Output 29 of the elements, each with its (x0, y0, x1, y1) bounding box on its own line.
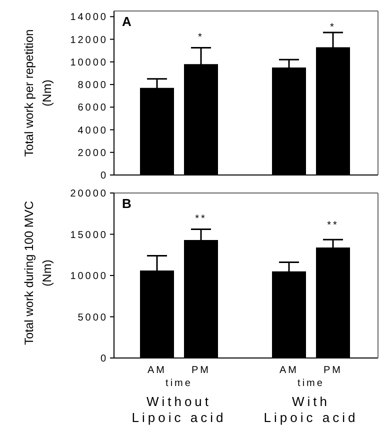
data-label: * (198, 32, 204, 43)
data-label: ** (327, 220, 339, 231)
y-tick-label: 0 (100, 354, 108, 365)
text: time (296, 377, 326, 391)
y-tick-label: 0 (100, 170, 108, 182)
y-axis-title: Total work per repetition (Nm) (21, 28, 55, 158)
data-label: * (330, 22, 336, 33)
y-tick-label: 6000 (78, 102, 108, 114)
y-axis-title: Total work during 100 MVC (Nm) (21, 199, 55, 347)
x-tick-label: AM (148, 365, 166, 376)
chart-title: B (122, 196, 132, 211)
x-tick-label: AM (280, 365, 298, 376)
data-label: ** (195, 213, 207, 224)
y-tick-label: 15000 (70, 230, 108, 241)
text: With Lipoic acid (262, 394, 360, 426)
y-tick-label: 12000 (70, 34, 108, 46)
chart-title: A (122, 14, 132, 29)
y-tick-label: 4000 (78, 125, 108, 136)
y-tick-label: 2000 (78, 148, 108, 159)
y-tick-label: 5000 (78, 312, 108, 324)
y-tick-label: 10000 (70, 271, 108, 282)
x-tick-label: PM (192, 365, 210, 376)
x-tick-label: PM (324, 365, 342, 376)
y-tick-label: 20000 (70, 188, 108, 200)
text: time (164, 377, 194, 391)
y-tick-label: 8000 (78, 80, 108, 92)
y-tick-label: 10000 (70, 57, 108, 68)
text: Without Lipoic acid (130, 394, 228, 426)
y-tick-label: 14000 (70, 12, 108, 24)
